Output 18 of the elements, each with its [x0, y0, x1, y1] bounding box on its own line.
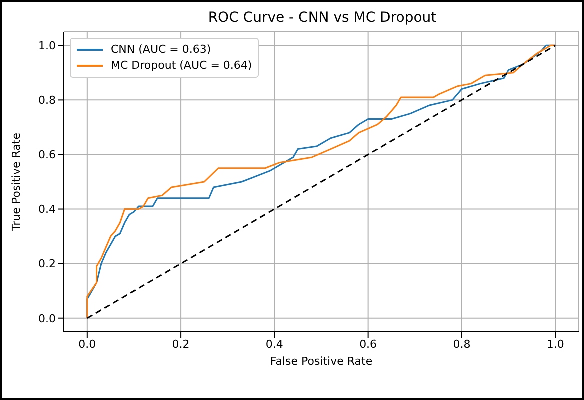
x-tick-label: 1.0	[546, 338, 564, 351]
x-tick-label: 0.4	[266, 338, 284, 351]
line-series	[86, 44, 556, 320]
y-tick-label: 0.0	[38, 312, 56, 326]
y-tick-label: 1.0	[38, 40, 56, 53]
x-tick-label: 0.2	[172, 338, 190, 351]
y-tick-label: 0.8	[38, 94, 56, 108]
legend-label: MC Dropout (AUC = 0.64)	[111, 58, 252, 74]
x-tick-label: 0.0	[78, 338, 96, 351]
x-tick-label: 0.6	[360, 338, 378, 351]
x-tick-label: 0.8	[453, 338, 471, 351]
y-axis-title: True Positive Rate	[10, 132, 23, 232]
legend-label: CNN (AUC = 0.63)	[111, 42, 212, 58]
chart-title: ROC Curve - CNN vs MC Dropout	[207, 10, 438, 26]
y-tick-label: 0.4	[38, 203, 56, 216]
y-tick-label: 0.2	[38, 258, 56, 271]
y-tick-label: 0.6	[38, 148, 56, 162]
x-axis-title: False Positive Rate	[270, 355, 373, 368]
